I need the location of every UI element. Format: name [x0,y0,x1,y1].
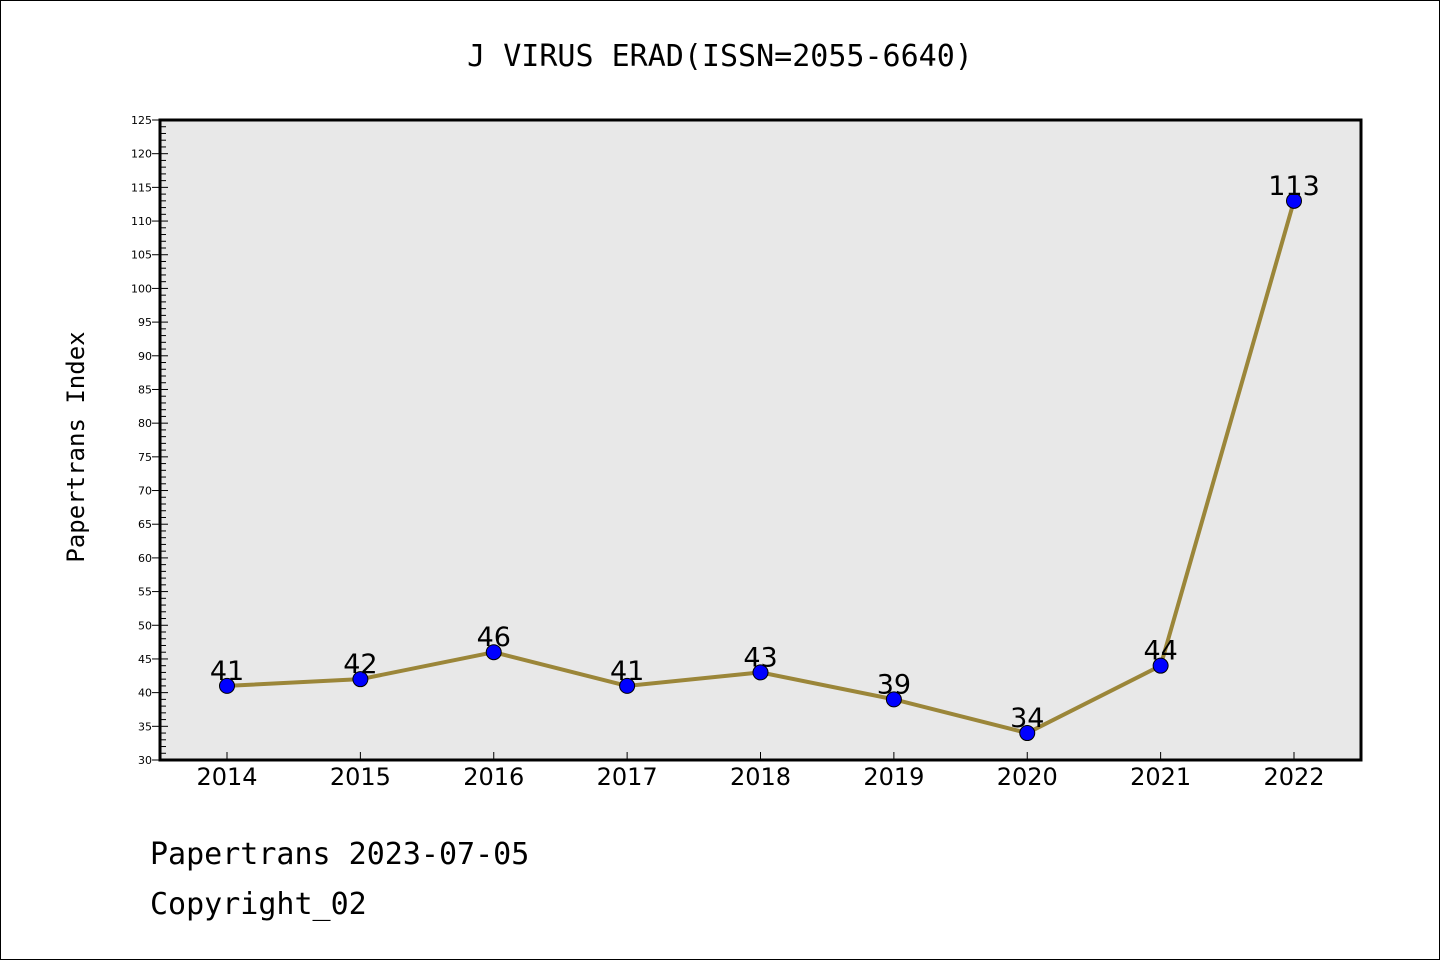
y-tick-label: 120 [131,148,152,161]
footer-copyright: Copyright_02 [150,887,367,922]
data-point [1152,657,1169,674]
y-axis: 30 35 40 45 50 55 60 65 70 75 80 85 90 95 100 105 110 115… [131,114,168,767]
y-tick-label: 90 [138,350,152,363]
y-tick-label: 85 [138,383,152,396]
y-tick-label: 50 [138,619,152,632]
series-layer: 41 42 46 41 43 39 34 44 113 [210,171,1320,742]
y-tick-label: 35 [138,720,152,733]
y-tick-label: 105 [131,249,152,262]
data-label: 113 [1268,171,1320,202]
data-point [752,664,769,681]
y-tick-label: 45 [138,653,152,666]
plot-area [158,118,1363,762]
data-point [219,677,235,694]
data-label: 39 [877,669,911,700]
y-tick-label: 60 [138,552,152,565]
data-label: 41 [210,656,244,687]
data-point [352,671,369,688]
data-label: 42 [343,649,377,680]
chart-title: J VIRUS ERAD(ISSN=2055-6640) [467,39,973,74]
data-label: 43 [743,642,777,673]
y-tick-label: 75 [138,451,152,464]
x-axis: 2014 2015 2016 2017 2018 2019 2020 2021 2022 [196,752,1325,791]
data-point [485,644,502,661]
y-tick-label: 70 [138,485,152,498]
y-tick-label: 65 [138,518,152,531]
y-tick-label: 80 [138,417,152,430]
x-tick-label: 2018 [730,763,791,791]
data-label: 46 [477,622,511,653]
x-tick-label: 2022 [1263,763,1324,791]
data-point [1019,725,1036,742]
data-label: 34 [1010,703,1044,734]
y-tick-label: 30 [138,754,152,767]
data-point [885,691,902,708]
x-tick-label: 2020 [997,763,1058,791]
x-tick-label: 2016 [463,763,524,791]
x-tick-label: 2017 [597,763,658,791]
x-tick-label: 2015 [330,763,391,791]
y-tick-label: 115 [131,181,152,194]
x-tick-label: 2019 [863,763,924,791]
y-tick-label: 95 [138,316,152,329]
y-tick-label: 100 [131,282,152,295]
y-axis-label: Papertrans Index [62,331,90,562]
x-tick-label: 2021 [1130,763,1191,791]
data-point [1286,192,1302,209]
data-label: 41 [610,656,644,687]
y-tick-label: 40 [138,687,152,700]
x-tick-label: 2014 [196,763,257,791]
data-label: 44 [1143,636,1177,667]
y-tick-label: 55 [138,586,152,599]
y-tick-label: 110 [131,215,152,228]
y-tick-label: 125 [131,114,152,127]
data-point [619,677,636,694]
footer-date: Papertrans 2023-07-05 [150,837,529,872]
